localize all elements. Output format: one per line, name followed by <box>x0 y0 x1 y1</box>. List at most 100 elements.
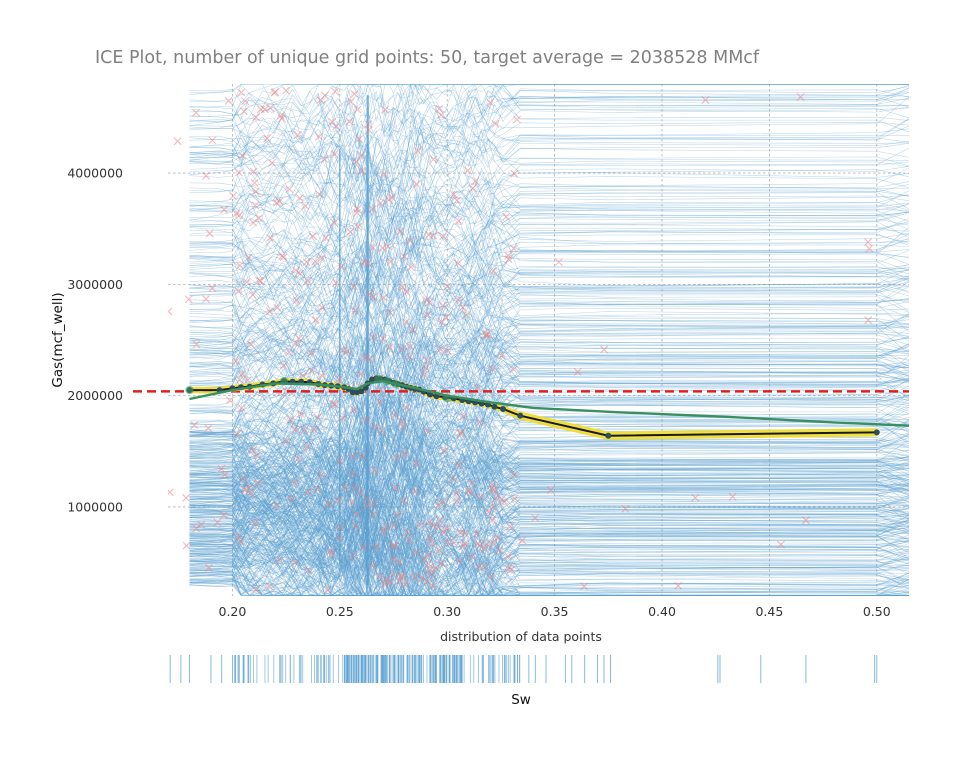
ice-line <box>189 492 909 581</box>
scatter-point <box>173 137 182 146</box>
ice-line <box>189 464 909 569</box>
ice-line <box>189 535 909 596</box>
scatter-point <box>219 511 228 520</box>
ice-line <box>189 89 909 302</box>
ice-line <box>189 477 909 596</box>
ice-line <box>189 422 909 538</box>
ice-line <box>189 84 909 170</box>
scatter-point <box>204 563 213 572</box>
scatter-point <box>287 495 296 504</box>
scatter-point <box>382 522 391 531</box>
ice-line <box>189 491 909 596</box>
scatter-point <box>480 544 489 553</box>
scatter-point <box>357 151 366 160</box>
ice-line <box>189 294 909 462</box>
ice-line <box>189 559 909 596</box>
ice-line <box>189 405 909 503</box>
ice-line <box>189 448 909 551</box>
scatter-point <box>422 296 431 305</box>
ice-line <box>189 472 909 596</box>
scatter-point <box>776 540 785 549</box>
scatter-point <box>184 295 193 304</box>
ice-line <box>189 308 909 430</box>
ice-line <box>189 338 909 387</box>
scatter-point <box>282 387 291 395</box>
scatter-point <box>424 550 433 559</box>
scatter-point <box>372 543 381 552</box>
scatter-point <box>388 569 397 578</box>
ice-line <box>189 90 909 202</box>
scatter-point <box>395 576 404 585</box>
scatter-point <box>248 446 257 455</box>
ice-line <box>189 464 909 551</box>
scatter-point <box>459 541 468 550</box>
scatter-point <box>412 459 421 468</box>
scatter-point <box>621 504 630 513</box>
ice-line <box>189 564 909 596</box>
ice-line <box>189 84 909 172</box>
scatter-point <box>317 371 326 380</box>
ice-line <box>189 471 909 577</box>
scatter-point <box>406 342 415 351</box>
scatter-point <box>380 170 389 179</box>
scatter-point <box>375 398 384 407</box>
scatter-point <box>351 306 360 315</box>
ice-line <box>189 462 909 596</box>
ice-line <box>189 557 909 596</box>
ice-line <box>189 150 909 278</box>
ice-line <box>189 515 909 596</box>
scatter-point <box>482 540 491 549</box>
scatter-point <box>454 259 463 268</box>
ice-line <box>189 201 909 481</box>
ice-line <box>189 424 909 523</box>
ice-line <box>189 461 909 596</box>
ice-line <box>189 326 909 575</box>
ice-line <box>189 281 909 421</box>
ice-line <box>189 210 909 356</box>
scatter-point <box>273 303 282 312</box>
ice-line <box>189 528 909 596</box>
ice-line <box>189 360 909 488</box>
scatter-point <box>383 242 392 251</box>
scatter-point <box>331 87 340 96</box>
scatter-point <box>268 158 276 167</box>
ice-line <box>189 463 909 596</box>
ice-line <box>189 324 909 397</box>
scatter-point <box>349 469 358 478</box>
ice-line <box>189 269 909 441</box>
smooth-point <box>374 374 383 384</box>
scatter-point <box>225 396 234 405</box>
ice-line <box>189 134 909 290</box>
ice-line <box>189 537 909 596</box>
scatter-point <box>410 573 419 582</box>
x-tick-label: 0.35 <box>541 604 569 619</box>
ice-line <box>189 462 909 566</box>
y-tick-label: 1000000 <box>67 499 123 514</box>
scatter-point <box>467 552 476 561</box>
ice-line <box>189 386 909 498</box>
scatter-point <box>275 197 284 206</box>
ice-line <box>189 376 909 529</box>
ice-line <box>189 345 909 528</box>
ice-line <box>189 313 909 467</box>
scatter-point <box>486 98 495 107</box>
ice-line <box>189 428 909 528</box>
ice-line <box>189 157 909 260</box>
ice-line <box>189 527 909 596</box>
ice-line <box>189 487 909 582</box>
ice-line <box>189 481 909 569</box>
scatter-point <box>502 212 511 221</box>
ice-line <box>189 492 909 554</box>
scatter-point <box>701 95 710 104</box>
ice-line <box>189 396 909 546</box>
scatter-point <box>251 519 260 528</box>
scatter-point <box>300 425 309 434</box>
scatter-point <box>307 349 316 358</box>
scatter-point <box>316 96 325 105</box>
ice-line <box>189 457 909 589</box>
ice-line <box>189 513 909 596</box>
ice-line <box>189 468 909 555</box>
scatter-point <box>439 497 448 506</box>
scatter-point <box>317 254 326 263</box>
ice-line <box>189 425 909 575</box>
